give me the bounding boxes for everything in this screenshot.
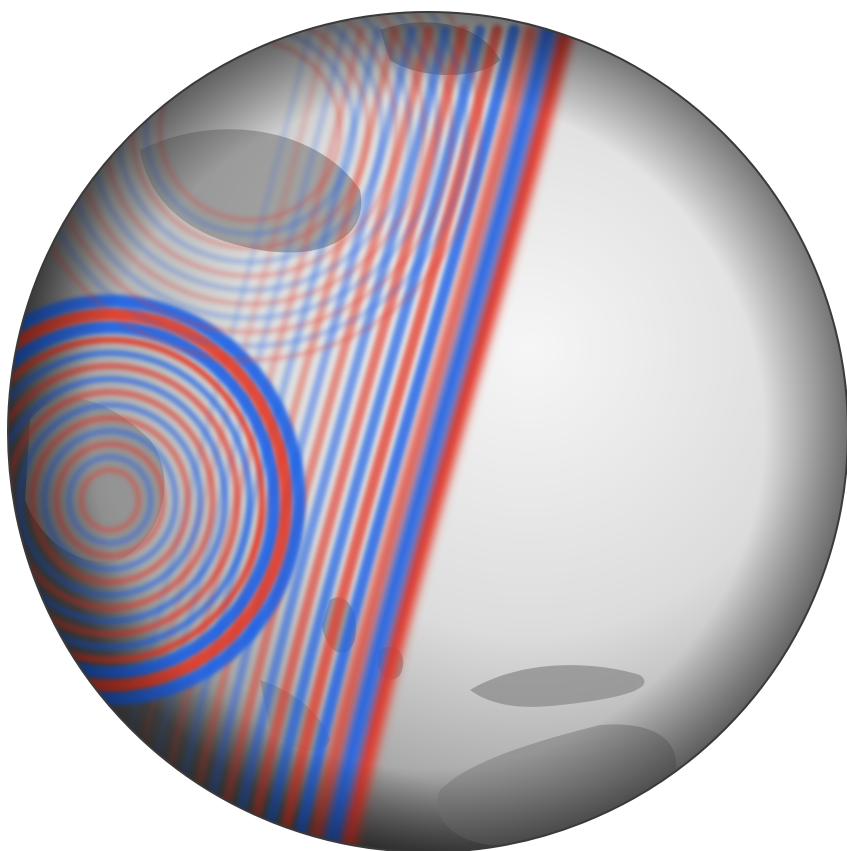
globe-rim-shadow	[8, 12, 847, 851]
globe-outline	[7, 11, 847, 851]
